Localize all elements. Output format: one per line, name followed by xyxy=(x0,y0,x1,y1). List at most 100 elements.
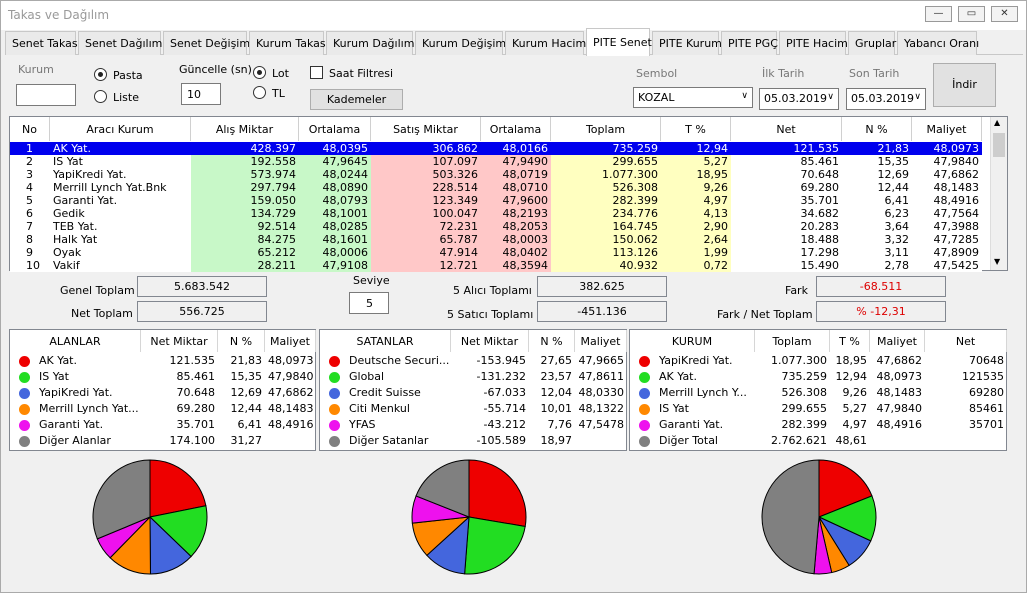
satanlar-header-cell[interactable]: Maliyet xyxy=(575,330,627,352)
satanlar-header-cell[interactable]: SATANLAR xyxy=(320,330,451,352)
grid-cell: 150.062 xyxy=(551,233,661,246)
list-item[interactable]: AK Yat. 735.259 12,94 48,0973 121535 xyxy=(630,369,1006,385)
list-item[interactable]: Garanti Yat. 282.399 4,97 48,4916 35701 xyxy=(630,417,1006,433)
grid-cell: 5,27 xyxy=(661,155,731,168)
pasta-radio[interactable] xyxy=(94,68,107,81)
alanlar-cell xyxy=(265,433,316,449)
tab-pite-hacim[interactable]: PITE Hacim xyxy=(779,31,848,55)
tab-kurum-hacim[interactable]: Kurum Hacim xyxy=(505,31,586,55)
grid-cell: 735.259 xyxy=(551,142,661,155)
kurum-header-cell[interactable]: T % xyxy=(830,330,870,352)
kurum-header-cell[interactable]: Maliyet xyxy=(870,330,925,352)
kurum-cell: 48,61 xyxy=(835,434,868,447)
tab-pite-senet[interactable]: PITE Senet xyxy=(586,28,652,56)
seviye-input[interactable]: 5 xyxy=(349,292,389,314)
tab-gruplar[interactable]: Gruplar xyxy=(848,31,896,55)
table-row[interactable]: 5 Garanti Yat. 159.050 48,0793 123.349 47,960… xyxy=(10,194,982,207)
table-row[interactable]: 1 AK Yat. 428.397 48,0395 306.862 48,0166 735.… xyxy=(10,142,982,155)
grid-cell: 4,97 xyxy=(661,194,731,207)
grid-header-cell[interactable]: Toplam xyxy=(551,117,661,141)
liste-radio[interactable] xyxy=(94,90,107,103)
list-item[interactable]: IS Yat 299.655 5,27 47,9840 85461 xyxy=(630,401,1006,417)
kademeler-button[interactable]: Kademeler xyxy=(310,89,403,110)
list-item[interactable]: Global -131.232 23,57 47,8611 xyxy=(320,369,626,385)
list-item[interactable]: Merrill Lynch Y... 526.308 9,26 48,1483 6928… xyxy=(630,385,1006,401)
grid-cell: 15,35 xyxy=(842,155,912,168)
grid-cell: 9 xyxy=(10,246,50,259)
table-row[interactable]: 3 YapiKredi Yat. 573.974 48,0244 503.326 48,0… xyxy=(10,168,982,181)
grid-header-cell[interactable]: Aracı Kurum xyxy=(50,117,191,141)
list-item[interactable]: YFAS -43.212 7,76 47,5478 xyxy=(320,417,626,433)
tab-pite-kurum[interactable]: PITE Kurum xyxy=(652,31,722,55)
grid-header-cell[interactable]: T % xyxy=(661,117,731,141)
list-item[interactable]: AK Yat. 121.535 21,83 48,0973 xyxy=(10,353,315,369)
table-row[interactable]: 10 Vakif 28.211 47,9108 12.721 48,3594 40.932 0… xyxy=(10,259,982,272)
alanlar-header-cell[interactable]: N % xyxy=(218,330,265,352)
list-item[interactable]: Citi Menkul -55.714 10,01 48,1322 xyxy=(320,401,626,417)
close-button[interactable]: ✕ xyxy=(991,6,1018,22)
grid-header-cell[interactable]: Net xyxy=(731,117,842,141)
kurum-header-cell[interactable]: Net xyxy=(925,330,1007,352)
list-item[interactable]: Diğer Satanlar -105.589 18,97 xyxy=(320,433,626,449)
satanlar-header-cell[interactable]: N % xyxy=(529,330,575,352)
list-item[interactable]: Credit Suisse -67.033 12,04 48,0330 xyxy=(320,385,626,401)
grid-header-cell[interactable]: Satış Miktar xyxy=(371,117,481,141)
scroll-up-icon[interactable]: ▲ xyxy=(994,118,1001,127)
grid-header-cell[interactable]: Ortalama xyxy=(299,117,371,141)
list-item[interactable]: IS Yat 85.461 15,35 47,9840 xyxy=(10,369,315,385)
pasta-label: Pasta xyxy=(113,69,143,82)
list-item[interactable]: YapiKredi Yat. 70.648 12,69 47,6862 xyxy=(10,385,315,401)
scroll-thumb[interactable] xyxy=(993,133,1005,157)
table-row[interactable]: 8 Halk Yat 84.275 48,1601 65.787 48,0003 150.0… xyxy=(10,233,982,246)
table-row[interactable]: 9 Oyak 65.212 48,0006 47.914 48,0402 113.126 1,… xyxy=(10,246,982,259)
son-tarih-picker[interactable]: 05.03.2019 ∨ xyxy=(846,88,926,110)
grid-header-cell[interactable]: Ortalama xyxy=(481,117,551,141)
table-row[interactable]: 2 IS Yat 192.558 47,9645 107.097 47,9490 299.6… xyxy=(10,155,982,168)
kurum-input[interactable] xyxy=(16,84,76,106)
tab-yabanc-oran-[interactable]: Yabancı Oranı xyxy=(897,31,979,55)
tab-senet-de-i-im[interactable]: Senet Değişim xyxy=(163,31,250,55)
alanlar-header-cell[interactable]: ALANLAR xyxy=(10,330,141,352)
saat-filtresi-checkbox[interactable] xyxy=(310,66,323,79)
indir-button[interactable]: İndir xyxy=(933,63,996,107)
alanlar-header-cell[interactable]: Net Miktar xyxy=(141,330,218,352)
grid-header-cell[interactable]: Maliyet xyxy=(912,117,982,141)
alanlar-header-cell[interactable]: Maliyet xyxy=(265,330,316,352)
list-item[interactable]: Merrill Lynch Yat... 69.280 12,44 48,1483 xyxy=(10,401,315,417)
tl-radio[interactable] xyxy=(253,86,266,99)
legend-color-icon xyxy=(329,372,340,383)
broker-grid[interactable]: ▲ ▼ No Aracı Kurum Alış Miktar Ortalama Satı… xyxy=(9,116,1008,272)
tab-kurum-takas[interactable]: Kurum Takas xyxy=(249,31,326,55)
maximize-button[interactable]: ▭ xyxy=(958,6,985,22)
minimize-button[interactable]: — xyxy=(925,6,952,22)
satanlar-cell: 10,01 xyxy=(540,402,573,415)
guncelle-input[interactable]: 10 xyxy=(181,83,221,105)
sembol-select[interactable]: KOZAL ∨ xyxy=(633,87,753,108)
alanlar-cell: 47,6862 xyxy=(268,386,314,399)
satanlar-header-cell[interactable]: Net Miktar xyxy=(451,330,529,352)
list-item[interactable]: Garanti Yat. 35.701 6,41 48,4916 xyxy=(10,417,315,433)
tab-kurum-de-i-im[interactable]: Kurum Değişim xyxy=(415,31,506,55)
table-row[interactable]: 7 TEB Yat. 92.514 48,0285 72.231 48,2053 164.7… xyxy=(10,220,982,233)
list-item[interactable]: Diğer Alanlar 174.100 31,27 xyxy=(10,433,315,449)
tab-kurum-da-l-m[interactable]: Kurum Dağılım xyxy=(326,31,414,55)
alanlar-cell: 121.535 xyxy=(169,354,216,367)
tab-pite-pg-[interactable]: PITE PGÇ xyxy=(721,31,778,55)
alanlar-cell: Merrill Lynch Yat... xyxy=(39,402,139,415)
list-item[interactable]: Diğer Total 2.762.621 48,61 xyxy=(630,433,1006,449)
list-item[interactable]: YapiKredi Yat. 1.077.300 18,95 47,6862 70648 xyxy=(630,353,1006,369)
table-row[interactable]: 4 Merrill Lynch Yat.Bnk 297.794 48,0890 228.… xyxy=(10,181,982,194)
tab-senet-da-l-m[interactable]: Senet Dağılım xyxy=(78,31,162,55)
kurum-header-cell[interactable]: KURUM xyxy=(630,330,755,352)
grid-scrollbar[interactable]: ▲ ▼ xyxy=(990,117,1007,270)
list-item[interactable]: Deutsche Securi... -153.945 27,65 47,9665 xyxy=(320,353,626,369)
grid-header-cell[interactable]: Alış Miktar xyxy=(191,117,299,141)
grid-header-cell[interactable]: N % xyxy=(842,117,912,141)
tab-senet-takas[interactable]: Senet Takas xyxy=(5,31,78,55)
scroll-down-icon[interactable]: ▼ xyxy=(994,257,1001,266)
kurum-header-cell[interactable]: Toplam xyxy=(755,330,830,352)
ilk-tarih-picker[interactable]: 05.03.2019 ∨ xyxy=(759,88,839,110)
grid-header-cell[interactable]: No xyxy=(10,117,50,141)
lot-radio[interactable] xyxy=(253,66,266,79)
table-row[interactable]: 6 Gedik 134.729 48,1001 100.047 48,2193 234.77… xyxy=(10,207,982,220)
